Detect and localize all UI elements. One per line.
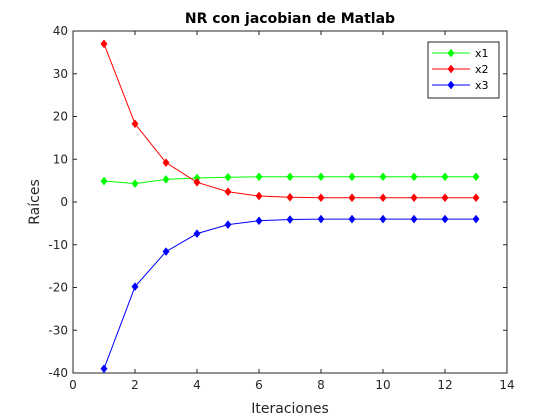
x-tick-label: 0 xyxy=(69,378,77,392)
data-point-x2 xyxy=(224,187,232,197)
data-point-x1 xyxy=(255,172,263,182)
series-x3 xyxy=(100,214,480,374)
data-point-x2 xyxy=(348,193,356,203)
series-layer xyxy=(100,39,480,374)
x-tick-label: 10 xyxy=(375,378,390,392)
legend: x1 x2 x3 xyxy=(427,41,500,99)
data-point-x1 xyxy=(348,172,356,182)
y-axis-label: Raíces xyxy=(27,179,43,225)
data-point-x3 xyxy=(193,229,201,239)
x-tick-label: 12 xyxy=(437,378,452,392)
x-tick-label: 2 xyxy=(131,378,139,392)
data-point-x3 xyxy=(441,214,449,224)
data-point-x1 xyxy=(472,172,480,182)
legend-box xyxy=(427,41,500,99)
y-tick-label: -10 xyxy=(48,238,68,252)
data-point-x1 xyxy=(162,174,170,184)
x-tick-label: 6 xyxy=(255,378,263,392)
data-point-x3 xyxy=(317,214,325,224)
data-point-x1 xyxy=(317,172,325,182)
data-point-x1 xyxy=(379,172,387,182)
data-point-x2 xyxy=(441,193,449,203)
data-point-x3 xyxy=(348,214,356,224)
data-point-x3 xyxy=(410,214,418,224)
y-tick-label: -30 xyxy=(48,323,68,337)
series-x1 xyxy=(100,172,480,189)
legend-label: x3 xyxy=(475,79,489,92)
legend-entry-x2: x2 xyxy=(432,63,489,76)
data-point-x2 xyxy=(100,39,108,49)
legend-marker xyxy=(447,64,455,74)
chart-title: NR con jacobian de Matlab xyxy=(185,11,395,27)
legend-entry-x1: x1 xyxy=(432,47,489,60)
data-point-x2 xyxy=(286,192,294,202)
y-tick-label: -20 xyxy=(48,281,68,295)
series-x2 xyxy=(100,39,480,203)
data-point-x2 xyxy=(162,158,170,168)
data-point-x2 xyxy=(255,191,263,201)
y-tick-label: 10 xyxy=(53,152,68,166)
x-tick-label: 8 xyxy=(317,378,325,392)
data-point-x1 xyxy=(131,179,139,189)
x-axis-label: Iteraciones xyxy=(251,401,329,417)
data-point-x2 xyxy=(317,193,325,203)
data-point-x1 xyxy=(224,172,232,182)
data-point-x3 xyxy=(379,214,387,224)
data-point-x2 xyxy=(410,193,418,203)
y-tick-label: 30 xyxy=(53,67,68,81)
data-point-x3 xyxy=(472,214,480,224)
data-point-x1 xyxy=(441,172,449,182)
x-tick-label: 4 xyxy=(193,378,201,392)
y-tick-label: 40 xyxy=(53,24,68,38)
y-tick-label: -40 xyxy=(48,366,68,380)
data-point-x3 xyxy=(131,282,139,292)
legend-marker xyxy=(447,48,455,58)
y-tick-label: 0 xyxy=(60,195,68,209)
data-point-x3 xyxy=(224,220,232,230)
data-point-x2 xyxy=(379,193,387,203)
data-point-x2 xyxy=(472,193,480,203)
legend-marker xyxy=(447,80,455,90)
axes-box xyxy=(72,30,508,374)
data-point-x2 xyxy=(193,177,201,187)
legend-label: x1 xyxy=(475,47,489,60)
legend-entry-x3: x3 xyxy=(432,79,489,92)
legend-label: x2 xyxy=(475,63,489,76)
data-point-x1 xyxy=(100,176,108,186)
data-point-x3 xyxy=(162,247,170,256)
axis-ticks: 0 2 4 6 8 10 12 14 -40 -30 -20 -10 0 10 20 30 40 xyxy=(48,24,514,392)
data-point-x1 xyxy=(286,172,294,182)
data-point-x3 xyxy=(286,215,294,224)
data-point-x2 xyxy=(131,119,139,129)
data-point-x3 xyxy=(255,216,263,226)
y-tick-label: 20 xyxy=(53,110,68,124)
x-tick-label: 14 xyxy=(499,378,514,392)
data-point-x1 xyxy=(410,172,418,182)
